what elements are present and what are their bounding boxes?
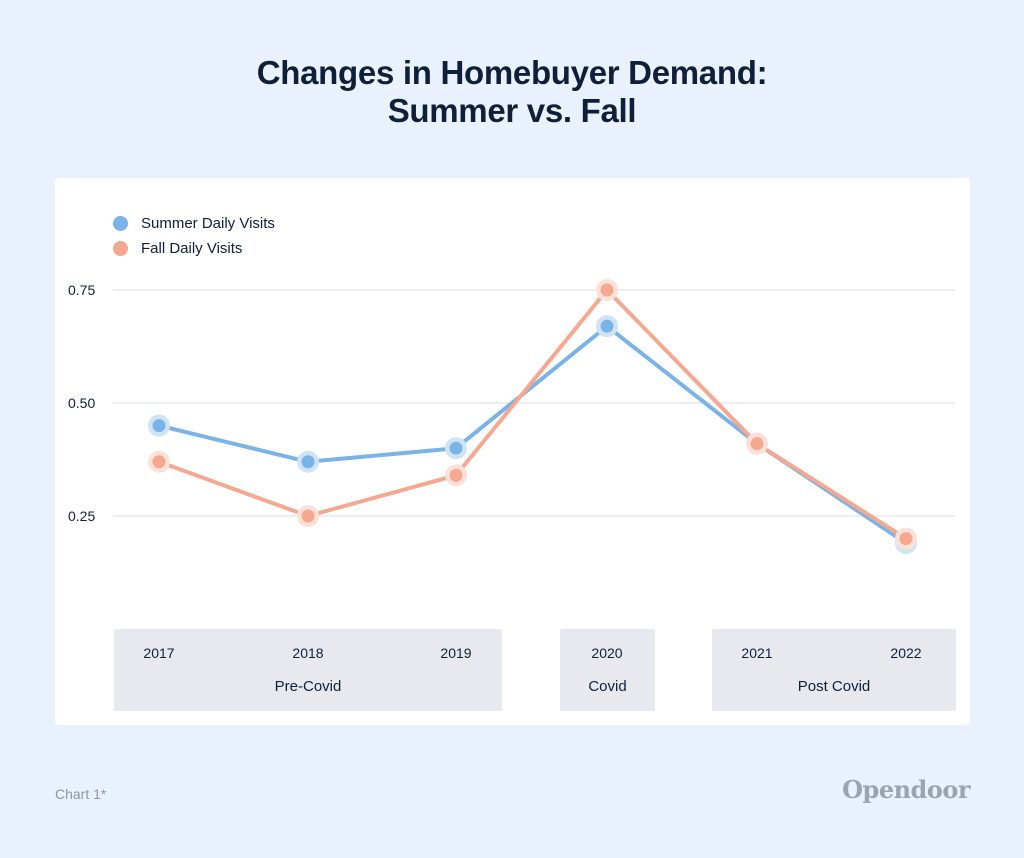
legend-dot-summer (113, 216, 128, 231)
data-point-fall (899, 532, 913, 546)
legend-label-summer: Summer Daily Visits (141, 215, 275, 232)
group-box-covid (560, 629, 655, 711)
x-tick-label: 2018 (292, 645, 323, 661)
legend-item-summer: Summer Daily Visits (113, 211, 275, 236)
x-tick-label: 2019 (440, 645, 471, 661)
y-tick-label: 0.25 (68, 508, 95, 524)
series-line-summer (157, 324, 908, 546)
chart-title: Changes in Homebuyer Demand: Summer vs. … (0, 54, 1024, 130)
chart-title-line2: Summer vs. Fall (387, 92, 637, 129)
legend-label-fall: Fall Daily Visits (141, 240, 243, 257)
data-point-fall (750, 437, 764, 451)
footnote: Chart 1* (55, 786, 107, 802)
y-tick-label: 0.50 (68, 395, 95, 411)
x-tick-label: 2021 (741, 645, 772, 661)
data-point-summer (600, 319, 614, 333)
group-label: Pre-Covid (275, 678, 342, 695)
group-box-pre-covid (114, 629, 502, 711)
legend-dot-fall (113, 241, 128, 256)
legend-item-fall: Fall Daily Visits (113, 236, 275, 261)
group-label: Post Covid (798, 678, 871, 695)
data-point-summer (301, 455, 315, 469)
group-label: Covid (588, 678, 626, 695)
chart-legend: Summer Daily Visits Fall Daily Visits (113, 211, 275, 261)
y-tick-label: 0.75 (68, 282, 95, 298)
data-point-fall (301, 509, 315, 523)
data-point-fall (152, 455, 166, 469)
x-tick-label: 2022 (890, 645, 921, 661)
data-point-fall (600, 283, 614, 297)
series-line-fall (157, 288, 908, 541)
group-box-post-covid (712, 629, 956, 711)
data-point-fall (449, 468, 463, 482)
x-tick-label: 2020 (591, 645, 622, 661)
brand-logo: Opendoor (842, 775, 970, 804)
data-point-summer (449, 441, 463, 455)
x-tick-label: 2017 (143, 645, 174, 661)
chart-title-line1: Changes in Homebuyer Demand: (256, 54, 768, 91)
data-point-summer (152, 419, 166, 433)
